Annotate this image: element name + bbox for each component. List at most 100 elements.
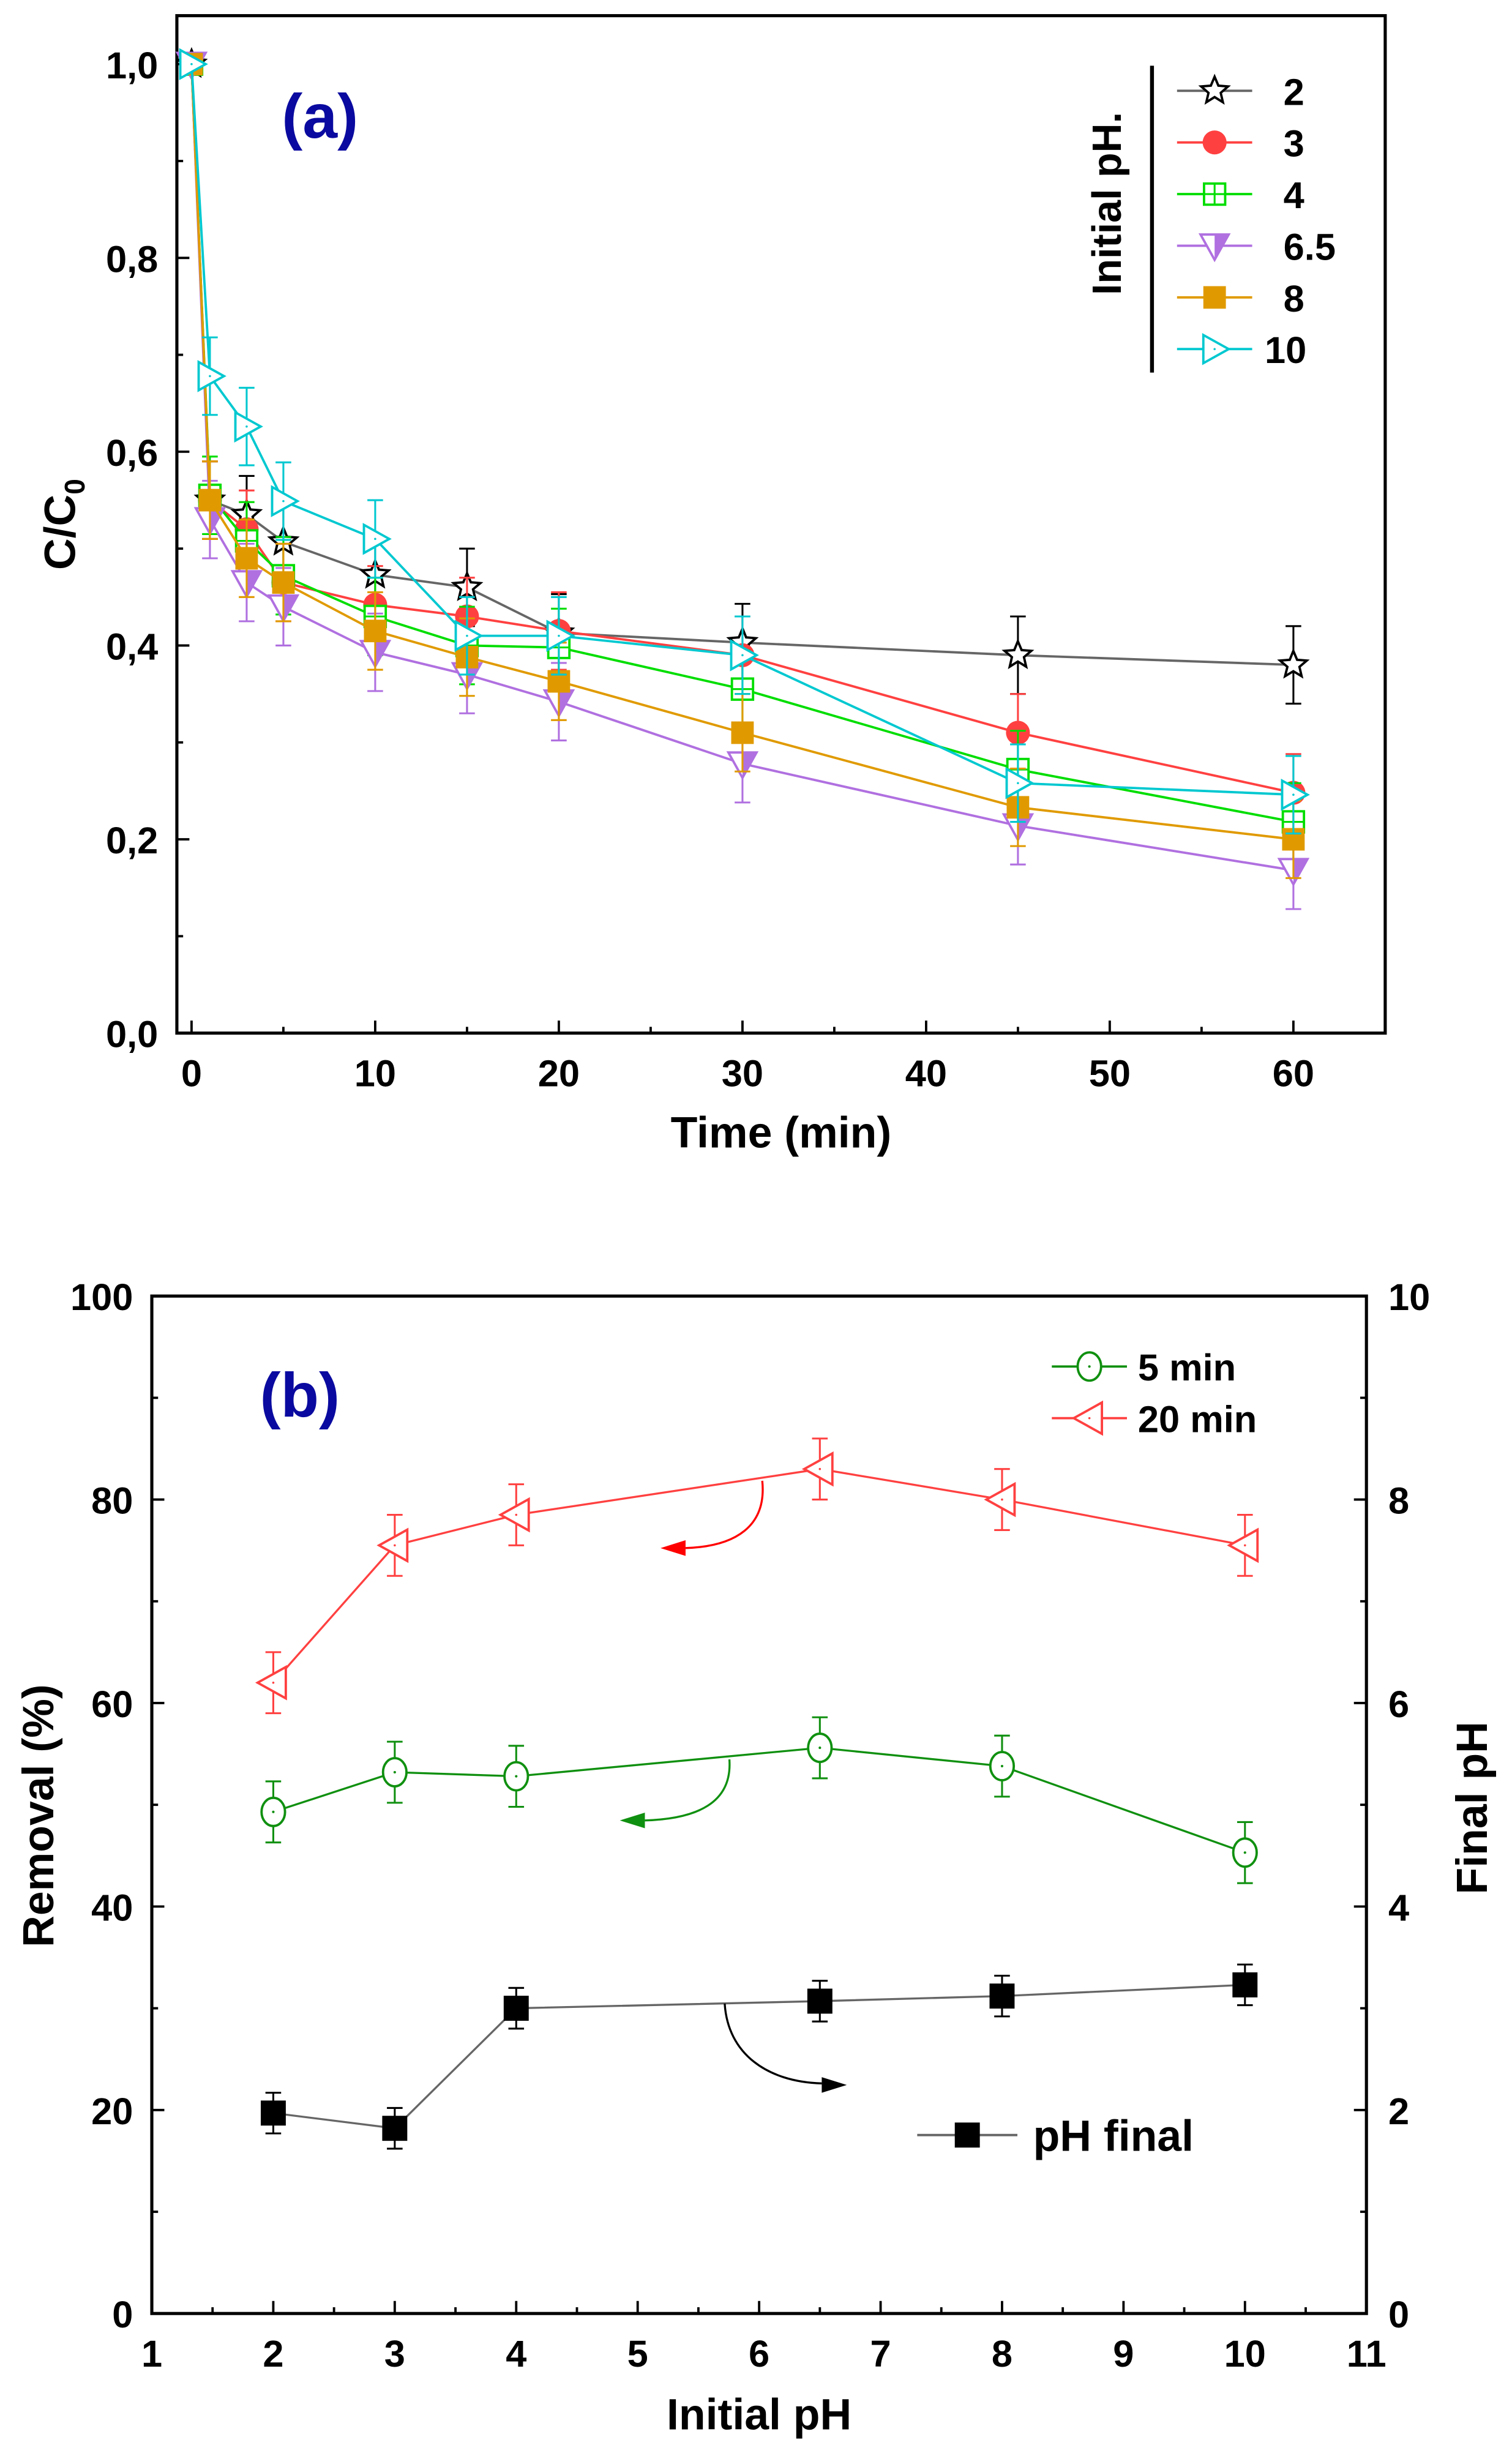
series-20-min <box>255 1437 1259 1715</box>
x-tick-label: 30 <box>722 1053 763 1095</box>
data-point <box>255 1664 287 1701</box>
data-point-dot <box>466 634 468 637</box>
legend-marker <box>1202 130 1227 155</box>
y-tick-label: 1,0 <box>106 45 158 87</box>
data-point <box>984 1481 1016 1518</box>
data-point-dot <box>282 500 285 503</box>
legend-marker <box>1198 73 1231 105</box>
legend-item-8: 8 <box>1177 278 1304 320</box>
data-point-dot <box>1292 793 1295 796</box>
data-point <box>364 620 387 643</box>
data-point-dot <box>818 1467 821 1470</box>
data-point <box>234 410 263 443</box>
legend-item-pH-final: pH final <box>917 2111 1194 2160</box>
data-point <box>498 1497 530 1533</box>
data-point-dot <box>1001 1498 1003 1501</box>
y-tick-label: 60 <box>91 1683 133 1726</box>
legend-item-4: 4 <box>1177 174 1304 217</box>
x-tick-label: 8 <box>992 2333 1012 2375</box>
data-point-dot <box>818 1747 821 1750</box>
y-right-tick-label: 10 <box>1388 1276 1430 1319</box>
series-line <box>273 1983 1245 2130</box>
y-tick-label: 80 <box>91 1480 133 1522</box>
series-ph-10 <box>179 48 1310 835</box>
legend-marker-cross <box>1203 183 1226 205</box>
x-tick-label: 40 <box>905 1053 947 1095</box>
x-tick-label: 3 <box>384 2333 405 2375</box>
series-line <box>190 64 1294 823</box>
y-tick-label: 0 <box>112 2294 133 2336</box>
series-line <box>190 64 1293 796</box>
legend-label: pH final <box>1033 2111 1194 2160</box>
legend-item-6.5: 6.5 <box>1177 226 1336 268</box>
x-tick-label: 2 <box>263 2333 283 2375</box>
data-point <box>260 2100 286 2126</box>
y-right-axis-label: Final pH <box>1448 1721 1497 1894</box>
data-point <box>272 571 295 594</box>
data-point <box>1005 766 1035 799</box>
data-point-dot <box>272 1681 275 1684</box>
data-point-half <box>466 663 481 689</box>
series-line <box>190 64 1294 794</box>
x-tick-label: 11 <box>1347 2333 1387 2375</box>
y-axis-label: C/C0 <box>36 479 91 570</box>
data-point-dot <box>1000 1764 1003 1768</box>
data-point-dot <box>741 654 744 657</box>
series-ph-8 <box>180 53 1305 879</box>
x-tick-label: 0 <box>181 1053 202 1095</box>
data-point <box>546 620 575 652</box>
data-point <box>198 489 222 512</box>
data-point-dot <box>393 1770 396 1774</box>
series-line <box>272 1747 1246 1854</box>
data-point-dot <box>515 1513 518 1516</box>
data-point-dot <box>1017 782 1019 785</box>
y-axis-label-main: C/C <box>36 495 85 570</box>
legend-label: 2 <box>1284 71 1304 113</box>
legend-title: Initial pH. <box>1085 112 1130 295</box>
series-ph-6.5 <box>175 51 1310 910</box>
data-point <box>382 2116 408 2141</box>
data-point <box>807 1988 833 2014</box>
legend-label: 8 <box>1284 278 1304 320</box>
arrow-head <box>661 1540 686 1556</box>
legend-item-10: 10 <box>1177 329 1306 372</box>
legend-label: 6.5 <box>1284 226 1336 268</box>
data-point-dot <box>1243 1544 1246 1547</box>
legend-item-5-min: 5 min <box>1052 1347 1236 1389</box>
x-tick-label: 1 <box>141 2333 162 2375</box>
x-tick-label: 20 <box>538 1053 580 1095</box>
axis-indicator-arrow <box>645 1759 731 1822</box>
y-tick-label: 0,2 <box>106 820 158 862</box>
legend-label: 3 <box>1284 123 1304 165</box>
legend-marker <box>1203 286 1226 309</box>
y-tick-label: 100 <box>70 1276 133 1319</box>
plot-frame <box>175 14 1387 1035</box>
y-axis-label: Removal (%) <box>14 1684 63 1947</box>
legend-item-2: 2 <box>1177 71 1304 113</box>
data-point-dot <box>394 1544 396 1547</box>
data-point-half <box>742 752 757 778</box>
arrow-head <box>619 1812 645 1829</box>
legend-marker-dot <box>1088 1417 1091 1420</box>
y-tick-label: 0,6 <box>106 432 158 474</box>
x-tick-label: 10 <box>354 1053 396 1095</box>
data-point <box>454 620 484 652</box>
data-point-half <box>558 690 573 716</box>
data-point <box>1001 638 1035 670</box>
x-tick-label: 50 <box>1089 1053 1131 1095</box>
x-tick-label: 9 <box>1113 2333 1134 2375</box>
data-point-dot <box>558 634 560 637</box>
series-5-min <box>260 1716 1258 1884</box>
data-point <box>362 523 392 555</box>
legend-marker-dot <box>1088 1365 1091 1368</box>
legend-marker <box>1071 1400 1104 1436</box>
plot-frame <box>150 1294 1368 2315</box>
data-point <box>1277 648 1310 679</box>
series-line <box>190 64 1294 841</box>
axis-indicator-arrow <box>724 2003 822 2084</box>
legend-marker <box>954 2122 980 2148</box>
series-line <box>272 1468 1246 1683</box>
x-tick-label: 4 <box>506 2333 526 2375</box>
